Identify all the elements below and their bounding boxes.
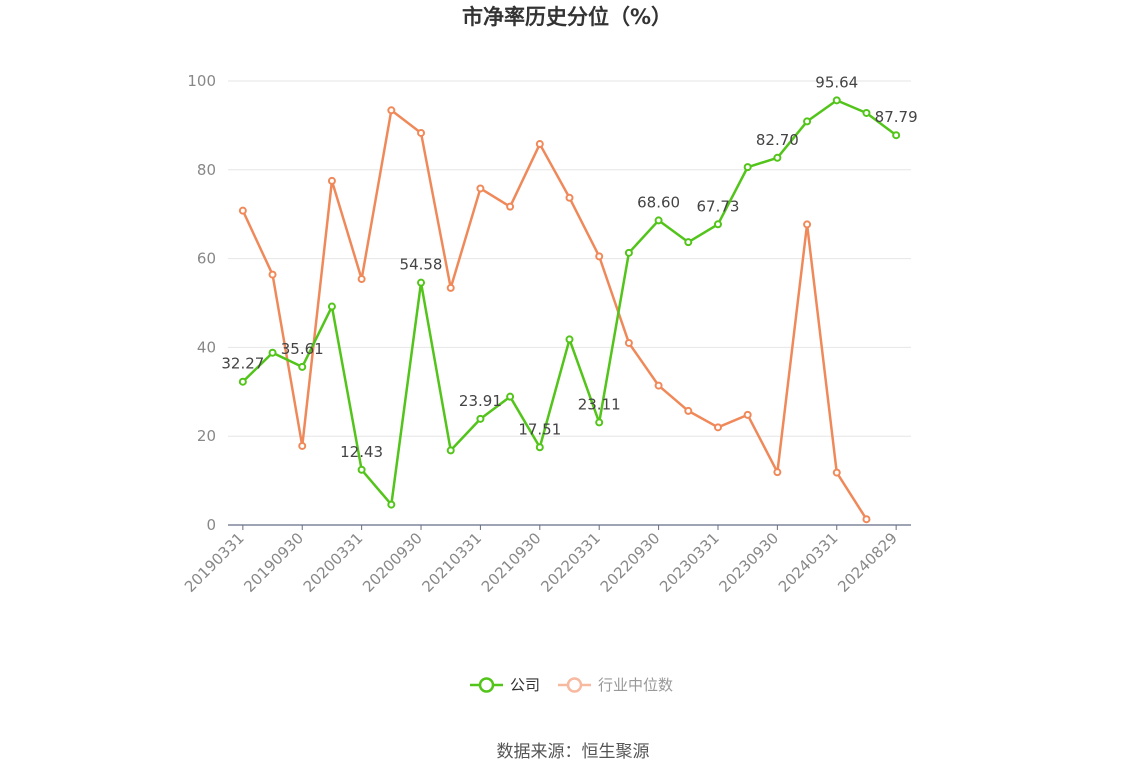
data-point bbox=[387, 500, 396, 509]
data-point bbox=[327, 176, 336, 185]
data-point bbox=[624, 248, 633, 257]
x-tick-label: 20200930 bbox=[359, 529, 426, 596]
data-point bbox=[862, 515, 871, 524]
data-point bbox=[476, 414, 485, 423]
x-tick-label: 20210930 bbox=[478, 529, 545, 596]
data-point bbox=[684, 406, 693, 415]
x-tick-label: 20190930 bbox=[240, 529, 307, 596]
data-point bbox=[565, 193, 574, 202]
data-label: 35.61 bbox=[281, 340, 324, 358]
data-point bbox=[595, 252, 604, 261]
data-point bbox=[713, 220, 722, 229]
data-point bbox=[506, 202, 515, 211]
data-label: 68.60 bbox=[637, 193, 680, 211]
data-point bbox=[268, 348, 277, 357]
data-point bbox=[595, 418, 604, 427]
data-point bbox=[417, 278, 426, 287]
data-label: 32.27 bbox=[221, 355, 264, 373]
data-label: 82.70 bbox=[756, 131, 799, 149]
y-tick-label: 100 bbox=[187, 72, 216, 90]
data-point bbox=[892, 131, 901, 140]
data-point bbox=[743, 410, 752, 419]
data-point bbox=[773, 468, 782, 477]
data-point bbox=[446, 283, 455, 292]
data-label: 23.91 bbox=[459, 392, 502, 410]
x-tick-label: 20220930 bbox=[597, 529, 664, 596]
data-point bbox=[743, 163, 752, 172]
x-tick-label: 20230930 bbox=[715, 529, 782, 596]
legend-industry-marker bbox=[566, 677, 583, 693]
x-tick-label: 20200331 bbox=[300, 529, 367, 596]
legend-company-label: 公司 bbox=[510, 676, 540, 694]
data-point bbox=[298, 441, 307, 450]
axes: 0 20 40 60 80 100 2019033120190930202003312020… bbox=[181, 72, 911, 596]
y-tick-label: 80 bbox=[197, 161, 216, 179]
x-tick-label: 20240829 bbox=[834, 529, 901, 596]
y-tick-label: 40 bbox=[197, 338, 216, 356]
data-label: 54.58 bbox=[400, 256, 443, 274]
data-point bbox=[565, 335, 574, 344]
y-tick-label: 0 bbox=[206, 516, 216, 534]
data-point bbox=[446, 446, 455, 455]
legend-item-industry[interactable]: 行业中位数 bbox=[558, 676, 673, 694]
data-point bbox=[684, 238, 693, 247]
data-point bbox=[506, 392, 515, 401]
series-line bbox=[241, 109, 868, 520]
data-point bbox=[327, 302, 336, 311]
x-tick-label: 20190331 bbox=[181, 529, 248, 596]
grid bbox=[228, 80, 911, 437]
data-point bbox=[417, 128, 426, 137]
data-point bbox=[357, 465, 366, 474]
legend-item-company[interactable]: 公司 bbox=[470, 676, 540, 694]
data-point bbox=[535, 140, 544, 149]
data-point bbox=[238, 377, 247, 386]
x-tick-label: 20240331 bbox=[775, 529, 842, 596]
y-tick-label: 20 bbox=[197, 427, 216, 445]
data-point bbox=[832, 468, 841, 477]
data-label: 17.51 bbox=[518, 420, 561, 438]
data-point bbox=[298, 362, 307, 371]
x-tick-label: 20230331 bbox=[656, 529, 723, 596]
data-label: 12.43 bbox=[340, 443, 383, 461]
data-label: 87.79 bbox=[875, 108, 918, 126]
data-point bbox=[654, 381, 663, 390]
data-point bbox=[476, 184, 485, 193]
x-tick-label: 20220331 bbox=[537, 529, 604, 596]
series-layer bbox=[238, 96, 901, 524]
data-point bbox=[624, 338, 633, 347]
legend-company-marker bbox=[478, 677, 495, 693]
data-labels: 32.27 35.61 12.43 54.58 23.91 17.51 23.11 68.60… bbox=[221, 73, 917, 460]
data-source: 数据来源：恒生聚源 bbox=[497, 742, 650, 762]
data-point bbox=[862, 108, 871, 117]
chart-title: 市净率历史分位（%） bbox=[462, 5, 672, 29]
data-label: 23.11 bbox=[578, 395, 621, 413]
data-point bbox=[803, 117, 812, 126]
data-point bbox=[654, 216, 663, 225]
y-tick-label: 60 bbox=[197, 250, 216, 268]
data-point bbox=[268, 270, 277, 279]
data-point bbox=[535, 443, 544, 452]
data-point bbox=[238, 206, 247, 215]
data-point bbox=[713, 423, 722, 432]
data-point bbox=[832, 96, 841, 105]
legend: 公司 行业中位数 bbox=[470, 676, 673, 694]
data-point bbox=[387, 106, 396, 115]
data-point bbox=[357, 275, 366, 284]
data-point bbox=[773, 153, 782, 162]
x-tick-label: 20210331 bbox=[419, 529, 486, 596]
legend-industry-label: 行业中位数 bbox=[598, 676, 673, 694]
data-point bbox=[803, 220, 812, 229]
data-label: 95.64 bbox=[815, 73, 858, 91]
data-label: 67.73 bbox=[697, 197, 740, 215]
